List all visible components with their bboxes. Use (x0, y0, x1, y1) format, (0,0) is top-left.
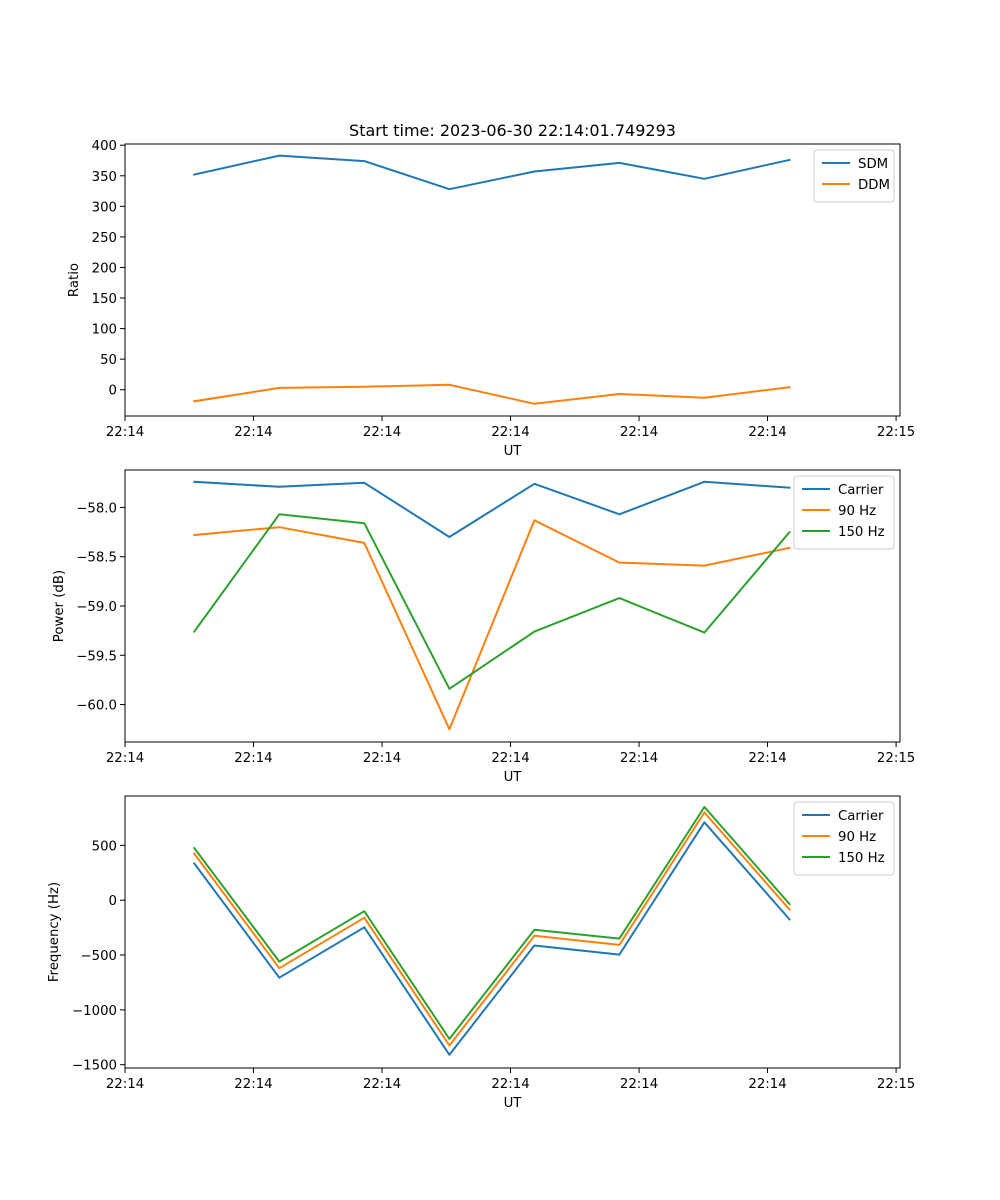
x-tick-label: 22:14 (106, 1077, 144, 1092)
y-tick-label: −59.0 (76, 600, 117, 615)
legend: Carrier 90 Hz 150 Hz (793, 801, 895, 876)
y-tick-label: 400 (92, 139, 117, 154)
y-tick-label: 250 (92, 231, 117, 246)
x-tick-label: 22:14 (106, 425, 144, 440)
legend: SDM DDM (813, 149, 895, 203)
series-line-sdm (193, 154, 791, 191)
x-tick-label: 22:15 (877, 1077, 915, 1092)
y-tick-label: −59.5 (76, 649, 117, 664)
legend-label: SDM (858, 157, 888, 172)
x-tick-label: 22:14 (620, 751, 658, 766)
x-tick-label: 22:14 (363, 751, 401, 766)
series-line-ddm (193, 383, 791, 405)
y-tick-label: 200 (92, 261, 117, 276)
legend-label: 150 Hz (838, 851, 885, 866)
x-axis-label: UT (504, 770, 523, 785)
series-line-150-hz (192, 513, 791, 690)
y-tick-label: −60.0 (76, 699, 117, 714)
legend-label: Carrier (838, 809, 884, 824)
legend-label: Carrier (838, 483, 884, 498)
chart-panel-1: 22:14 22:14 22:14 22:14 22:14 22:14 22:15 0 50 10… (67, 139, 915, 459)
chart-panel-2: 22:14 22:14 22:14 22:14 22:14 22:14 22:15 −60.0… (52, 469, 915, 785)
y-axis-label: Ratio (67, 263, 82, 297)
series-line-carrier (193, 480, 791, 538)
legend-label: 150 Hz (838, 525, 885, 540)
y-axis-label: Power (dB) (52, 570, 67, 642)
y-tick-label: 0 (109, 894, 117, 909)
y-tick-label: −58.5 (76, 551, 117, 566)
x-tick-label: 22:14 (363, 425, 401, 440)
x-tick-label: 22:14 (748, 1077, 786, 1092)
figure-title: Start time: 2023-06-30 22:14:01.749293 (349, 121, 676, 140)
x-tick-label: 22:14 (620, 1077, 658, 1092)
y-tick-label: 0 (109, 384, 117, 399)
x-axis-label: UT (504, 444, 523, 459)
x-axis-label: UT (504, 1096, 523, 1111)
series-line-150-hz (192, 806, 791, 1040)
y-tick-label: 100 (92, 323, 117, 338)
legend: Carrier 90 Hz 150 Hz (793, 475, 895, 550)
y-tick-label: 350 (92, 170, 117, 185)
y-tick-label: 50 (100, 353, 117, 368)
x-tick-label: 22:14 (363, 1077, 401, 1092)
legend-label: DDM (858, 178, 890, 193)
x-tick-label: 22:15 (877, 751, 915, 766)
x-tick-label: 22:14 (234, 751, 272, 766)
y-axis-label: Frequency (Hz) (47, 882, 62, 982)
x-tick-label: 22:14 (748, 751, 786, 766)
x-tick-label: 22:14 (491, 1077, 529, 1092)
x-tick-label: 22:14 (234, 1077, 272, 1092)
legend-label: 90 Hz (838, 830, 876, 845)
x-tick-label: 22:14 (620, 425, 658, 440)
series-line-carrier (192, 821, 791, 1056)
chart-panel-3: 22:14 22:14 22:14 22:14 22:14 22:14 22:15 −1500… (47, 795, 915, 1111)
panels: 22:14 22:14 22:14 22:14 22:14 22:14 22:15 0 50 10… (47, 139, 915, 1111)
y-tick-label: −500 (80, 949, 117, 964)
y-tick-label: 150 (92, 292, 117, 307)
series-line-90-hz (192, 811, 791, 1047)
y-tick-label: −1000 (72, 1004, 117, 1019)
y-tick-label: −1500 (72, 1059, 117, 1074)
x-tick-label: 22:14 (748, 425, 786, 440)
x-tick-label: 22:14 (234, 425, 272, 440)
x-tick-label: 22:14 (106, 751, 144, 766)
y-tick-label: 500 (92, 839, 117, 854)
y-tick-label: −58.0 (76, 501, 117, 516)
axes-frame (124, 143, 901, 417)
x-tick-label: 22:14 (491, 425, 529, 440)
y-tick-label: 300 (92, 200, 117, 215)
x-tick-label: 22:14 (491, 751, 529, 766)
legend-label: 90 Hz (838, 504, 876, 519)
series-line-90-hz (193, 519, 791, 731)
x-tick-label: 22:15 (877, 425, 915, 440)
axes-frame (124, 795, 901, 1069)
